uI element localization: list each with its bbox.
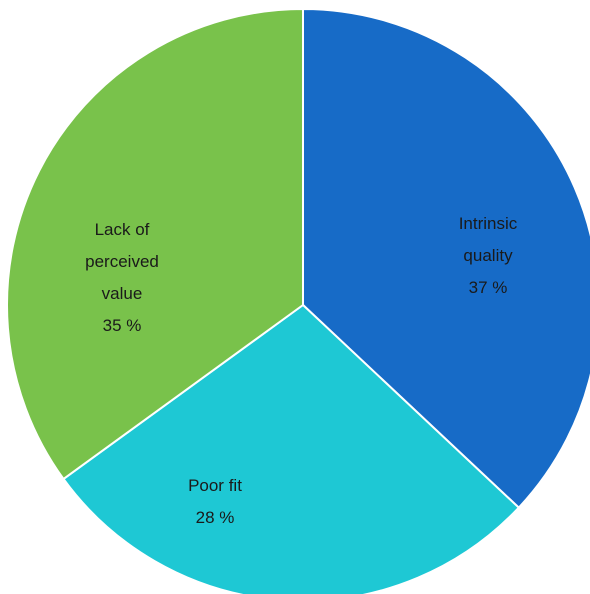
category-label: Poor fit	[188, 476, 242, 495]
pie-slice	[62, 303, 521, 594]
slice-label: Poor fit 28 %	[165, 470, 265, 534]
category-label: Intrinsic quality	[458, 214, 518, 265]
value-label: 28 %	[195, 508, 235, 527]
pie-slice	[302, 7, 590, 510]
slice-label: Lack of perceived value 35 %	[72, 214, 172, 342]
value-label: 37 %	[468, 278, 508, 297]
slice-label: Intrinsic quality 37 %	[441, 208, 536, 304]
pie-slice	[6, 7, 304, 481]
value-label: 35 %	[102, 316, 142, 335]
category-label: Lack of perceived value	[85, 220, 159, 303]
